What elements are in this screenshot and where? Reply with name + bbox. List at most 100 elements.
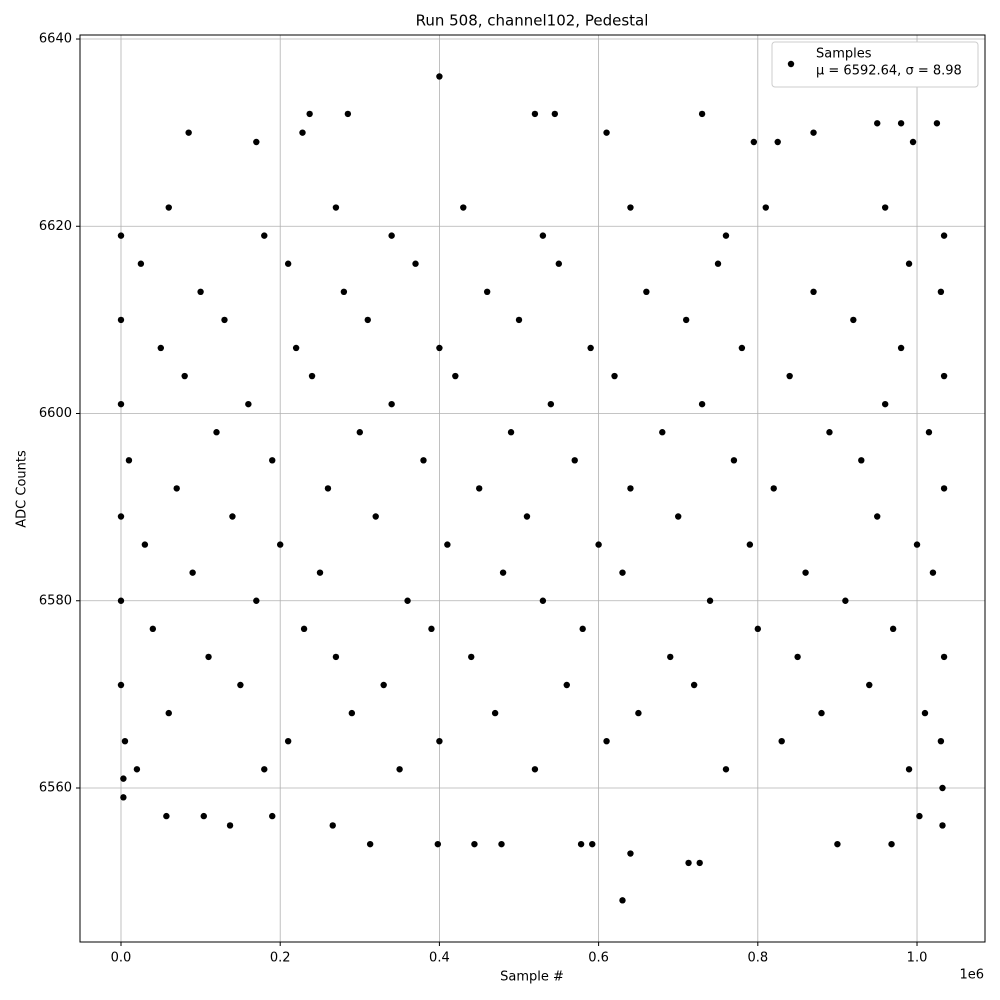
x-tick-label: 0.2	[270, 951, 291, 966]
point	[834, 840, 841, 848]
point	[499, 569, 507, 576]
point	[603, 129, 610, 136]
point	[117, 232, 125, 239]
point	[117, 513, 125, 520]
point	[356, 429, 364, 436]
point	[200, 812, 207, 820]
point	[659, 429, 666, 436]
point	[940, 485, 948, 492]
point	[627, 850, 634, 857]
point	[706, 597, 714, 604]
point	[818, 709, 825, 717]
point	[888, 840, 895, 848]
point	[913, 541, 921, 548]
x-offset-label: 1e6	[959, 968, 984, 983]
point	[619, 569, 626, 576]
point	[332, 204, 340, 211]
point	[476, 485, 483, 492]
legend-marker	[787, 60, 795, 68]
point	[531, 110, 539, 118]
point	[539, 232, 547, 239]
point	[750, 138, 758, 146]
point	[117, 316, 125, 324]
point	[471, 840, 478, 848]
point	[555, 260, 563, 267]
point	[746, 541, 754, 548]
point	[173, 485, 180, 492]
point	[940, 653, 948, 661]
point	[269, 457, 276, 464]
point	[925, 429, 933, 436]
point	[916, 812, 923, 820]
point	[577, 840, 585, 848]
point	[619, 897, 626, 904]
point	[690, 681, 698, 689]
y-tick-label: 6600	[39, 406, 72, 421]
point	[344, 110, 352, 118]
point	[770, 485, 777, 492]
point	[897, 344, 905, 352]
point	[842, 597, 849, 604]
point	[881, 204, 889, 211]
point	[778, 737, 785, 745]
point	[197, 288, 204, 296]
point	[213, 429, 220, 436]
point	[874, 120, 881, 127]
point	[292, 344, 300, 352]
point	[436, 344, 443, 352]
point	[396, 766, 403, 773]
chart-title: Run 508, channel102, Pedestal	[416, 12, 649, 30]
point	[324, 485, 332, 492]
point	[722, 232, 730, 239]
point	[738, 344, 746, 352]
point	[121, 737, 129, 745]
point	[939, 784, 946, 792]
point	[547, 400, 555, 408]
point	[141, 541, 149, 548]
point	[434, 840, 442, 848]
point	[277, 541, 284, 548]
point	[332, 653, 340, 661]
point	[229, 513, 236, 520]
x-tick-label: 0.4	[429, 951, 450, 966]
point	[306, 110, 313, 118]
point	[802, 569, 809, 576]
point	[937, 737, 945, 745]
point	[460, 204, 467, 211]
point	[905, 766, 913, 773]
point	[468, 653, 475, 661]
point	[905, 260, 913, 267]
point	[444, 541, 451, 548]
point	[939, 822, 946, 829]
point	[420, 457, 427, 464]
point	[587, 344, 594, 352]
point	[404, 597, 411, 604]
point	[226, 822, 234, 829]
point	[412, 260, 419, 267]
point	[388, 400, 395, 408]
y-tick-label: 6580	[39, 593, 72, 608]
point	[698, 400, 706, 408]
point	[329, 822, 336, 829]
point	[531, 766, 539, 773]
point	[165, 204, 172, 211]
point	[627, 485, 634, 492]
point	[117, 597, 125, 604]
point	[261, 232, 268, 239]
point	[269, 812, 276, 820]
point	[436, 73, 443, 80]
point	[571, 457, 578, 464]
point	[149, 625, 157, 633]
x-tick-label: 0.8	[747, 951, 768, 966]
point	[897, 120, 905, 127]
point	[635, 709, 642, 717]
point	[810, 288, 817, 296]
y-tick-label: 6620	[39, 219, 72, 234]
point	[696, 859, 703, 867]
point	[117, 681, 125, 689]
point	[261, 766, 268, 773]
point	[483, 288, 491, 296]
legend-box	[771, 41, 979, 88]
point	[921, 709, 929, 717]
